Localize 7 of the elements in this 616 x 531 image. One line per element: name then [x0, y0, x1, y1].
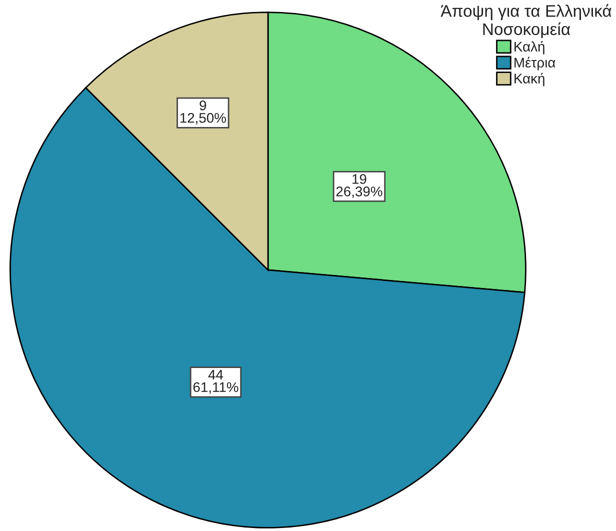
legend-label: Κακή	[514, 72, 544, 86]
legend-label: Καλή	[514, 40, 544, 54]
data-label: 44 61,11%	[193, 370, 238, 394]
legend-label: Μέτρια	[514, 56, 556, 70]
data-label: 19 26,39%	[336, 174, 382, 198]
data-label: 9 12,50%	[180, 100, 226, 124]
legend-title: Άποψη για τα Ελληνικά Νοσοκομεία	[440, 4, 612, 38]
